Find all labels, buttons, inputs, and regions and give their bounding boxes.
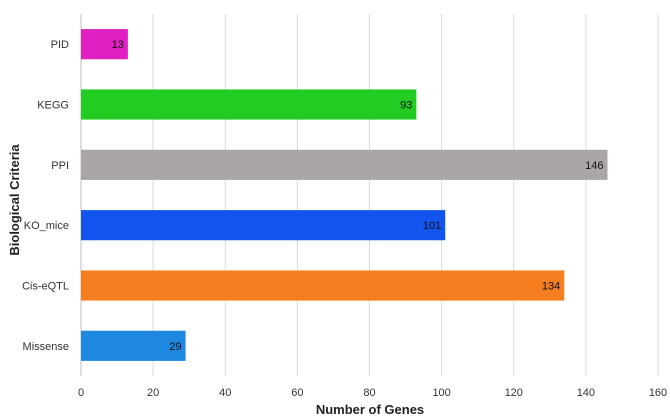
x-tick-label: 120	[505, 387, 523, 399]
x-tick-label: 160	[649, 387, 667, 399]
bar-value-label: 101	[423, 220, 441, 232]
bar-ko-mice	[81, 210, 446, 241]
bar-ppi	[81, 149, 608, 180]
x-tick-label: 100	[432, 387, 450, 399]
y-axis-title: Biological Criteria	[7, 144, 22, 256]
y-category-label: PPI	[51, 160, 69, 172]
bar-pid	[81, 29, 128, 60]
y-category-label: Cis-eQTL	[22, 281, 69, 293]
bar-kegg	[81, 89, 417, 120]
x-tick-label: 140	[577, 387, 595, 399]
y-category-label: PID	[51, 39, 69, 51]
bar-value-label: 146	[585, 160, 603, 172]
x-tick-label: 20	[147, 387, 159, 399]
x-axis-title: Number of Genes	[316, 402, 424, 417]
bar-value-label: 134	[542, 281, 560, 293]
grid-layer	[80, 14, 659, 376]
bar-value-label: 93	[400, 100, 412, 112]
bars-layer	[81, 29, 608, 361]
bar-value-label: 13	[112, 39, 124, 51]
bar-missense	[81, 330, 186, 361]
labels-layer: 0 20 40 60 80 100 120 140 160 13 PID 93 KEGG 146 PPI 10…	[22, 39, 667, 399]
bar-value-label: 29	[169, 341, 181, 353]
x-tick-label: 40	[219, 387, 231, 399]
x-tick-label: 0	[78, 387, 84, 399]
y-category-label: Missense	[23, 341, 69, 353]
y-category-label: KEGG	[37, 100, 69, 112]
x-tick-label: 60	[291, 387, 303, 399]
x-tick-label: 80	[363, 387, 375, 399]
bar-cis-eqtl	[81, 270, 565, 301]
y-category-label: KO_mice	[24, 220, 69, 232]
